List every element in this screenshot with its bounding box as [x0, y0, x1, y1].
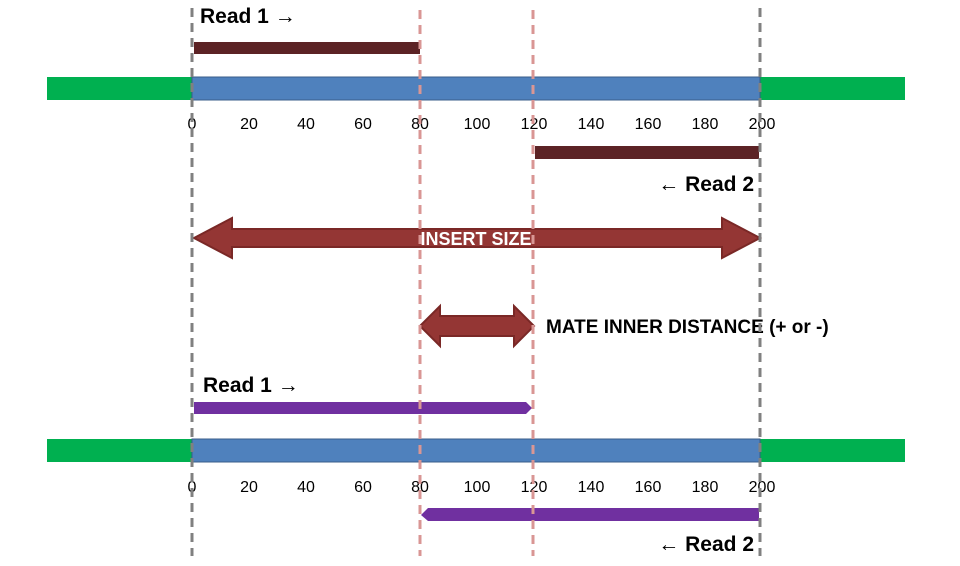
- bottom-read1-bar: [194, 402, 532, 414]
- tick-label: 120: [521, 479, 548, 496]
- tick-label: 200: [749, 479, 776, 496]
- bottom-read1-label: Read 1 →: [203, 374, 299, 397]
- tick-label: 160: [635, 116, 662, 133]
- bottom-axis-ticks: 0 20 40 60 80 100 120 140 160 180 200: [188, 479, 776, 496]
- tick-label: 140: [578, 116, 605, 133]
- bottom-scenario: Read 1 → 0 20 40 60 80 100 120 140 160 1…: [47, 374, 905, 556]
- top-scenario: Read 1 → 0 20 40 60 80 100 120 140 160 1…: [47, 5, 905, 196]
- tick-label: 20: [240, 116, 258, 133]
- tick-label: 0: [188, 116, 197, 133]
- tick-label: 80: [411, 116, 429, 133]
- top-read1-label: Read 1 →: [200, 5, 296, 28]
- tick-label: 140: [578, 479, 605, 496]
- top-axis-ticks: 0 20 40 60 80 100 120 140 160 180 200: [188, 116, 776, 133]
- tick-label: 80: [411, 479, 429, 496]
- tick-label: 100: [464, 116, 491, 133]
- tick-label: 180: [692, 479, 719, 496]
- bottom-read2-label: ← Read 2: [658, 533, 754, 556]
- tick-label: 60: [354, 116, 372, 133]
- tick-label: 60: [354, 479, 372, 496]
- tick-label: 120: [521, 116, 548, 133]
- tick-label: 0: [188, 479, 197, 496]
- insert-size-arrow: INSERT SIZE: [191, 216, 763, 260]
- top-read2-label: ← Read 2: [658, 173, 754, 196]
- mate-inner-distance-arrow: MATE INNER DISTANCE (+ or -): [418, 303, 829, 349]
- tick-label: 160: [635, 479, 662, 496]
- top-read1-bar: [194, 42, 420, 54]
- guide-lines: [190, 8, 762, 556]
- tick-label: 180: [692, 116, 719, 133]
- bottom-insert-region: [191, 438, 761, 463]
- top-insert-region: [191, 76, 761, 101]
- tick-label: 20: [240, 479, 258, 496]
- tick-label: 200: [749, 116, 776, 133]
- tick-label: 40: [297, 479, 315, 496]
- mate-inner-distance-label: MATE INNER DISTANCE (+ or -): [546, 317, 829, 338]
- insert-size-label: INSERT SIZE: [420, 229, 531, 249]
- tick-label: 40: [297, 116, 315, 133]
- top-read2-bar: [535, 146, 759, 159]
- mate-inner-distance-double-arrow: [418, 303, 536, 349]
- bottom-read2-bar: [421, 508, 759, 521]
- tick-label: 100: [464, 479, 491, 496]
